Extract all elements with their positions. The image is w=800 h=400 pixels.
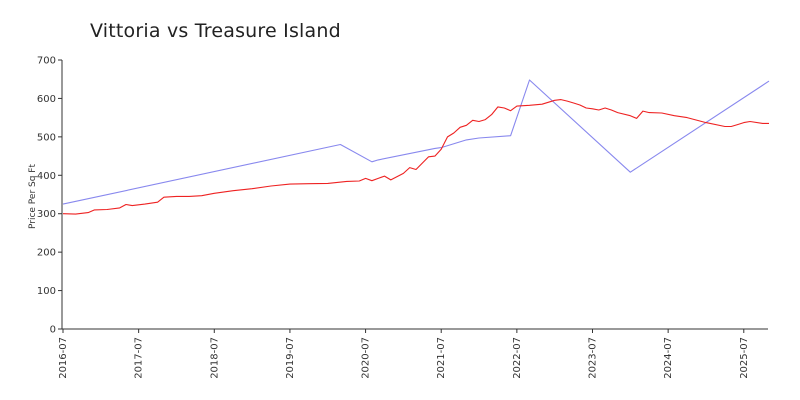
x-tick-label: 2018-07 [209,337,220,379]
chart-title: Vittoria vs Treasure Island [90,20,341,42]
y-tick-label: 0 [50,325,56,336]
series-line-2 [62,99,769,215]
x-tick-label: 2020-07 [361,337,372,379]
x-tick-label: 2025-07 [739,337,750,379]
x-tick-label: 2021-07 [436,337,447,379]
x-tick-label: 2019-07 [285,337,296,379]
y-tick-label: 200 [37,248,56,259]
y-tick-label: 400 [37,171,56,182]
y-tick-label: 700 [37,56,56,67]
y-tick-label: 600 [37,94,56,105]
y-axis-label: Price Per Sq Ft [28,164,38,229]
x-tick-label: 2016-07 [58,337,69,379]
x-tick-label: 2023-07 [588,337,599,379]
y-tick-label: 300 [37,209,56,220]
x-tick-label: 2022-07 [512,337,523,379]
y-tick-label: 100 [37,286,56,297]
series-line-1 [62,79,770,205]
y-tick-label: 500 [37,132,56,143]
x-tick-label: 2017-07 [134,337,145,379]
x-tick-label: 2024-07 [663,337,674,379]
